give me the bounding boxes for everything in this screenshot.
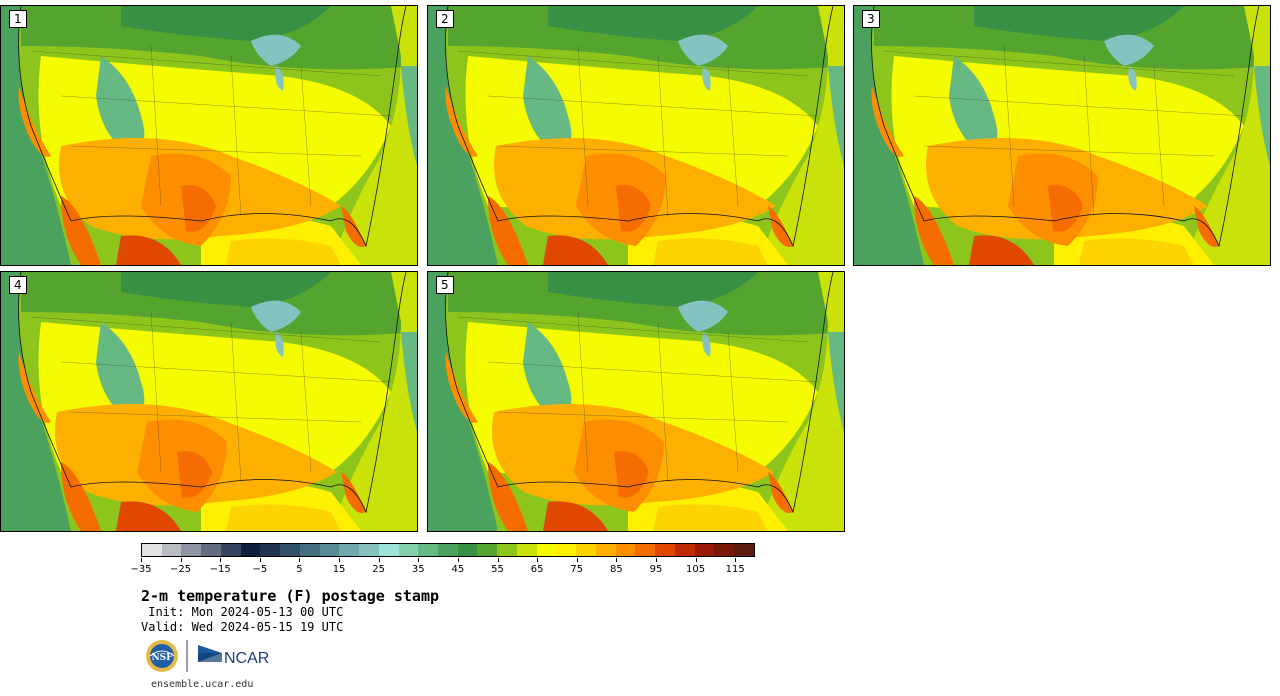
- colorbar-swatch: [359, 544, 379, 556]
- colorbar-tick-label: 25: [372, 564, 386, 575]
- colorbar-swatch: [201, 544, 221, 556]
- colorbar-tick-label: 95: [649, 564, 663, 575]
- colorbar-tick: [576, 558, 578, 562]
- colorbar-tick-label: −15: [209, 564, 231, 575]
- colorbar-tick-label: 105: [686, 564, 706, 575]
- colorbar-tick: [299, 558, 301, 562]
- colorbar-swatch: [556, 544, 577, 556]
- colorbar-tick-label: 55: [491, 564, 504, 575]
- colorbar-tick-label: 75: [570, 564, 584, 575]
- colorbar-swatch: [615, 544, 636, 556]
- nsf-logo-icon: NSF: [146, 640, 178, 672]
- colorbar-swatch: [378, 544, 399, 556]
- colorbar-tick: [418, 558, 420, 562]
- member-label-2: 2: [436, 10, 454, 28]
- colorbar-swatch: [438, 544, 458, 556]
- temperature-map-1: [1, 6, 417, 265]
- temperature-colorbar: [141, 543, 755, 557]
- colorbar-ticks: −35 −25 −15 −5 5 15 25 35 45 55 65 75 85 95 105 115: [130, 558, 755, 578]
- colorbar-tick: [735, 558, 737, 562]
- colorbar-tick-label: 115: [725, 564, 745, 575]
- colorbar-swatch: [260, 544, 281, 556]
- colorbar-swatch: [714, 544, 735, 556]
- colorbar-tick: [695, 558, 697, 562]
- colorbar-swatch: [477, 544, 498, 556]
- member-panel-3: 3: [853, 5, 1271, 266]
- colorbar-tick-label: 85: [609, 564, 623, 575]
- colorbar-swatch: [142, 544, 162, 556]
- colorbar-tick: [180, 558, 182, 562]
- colorbar-swatch: [418, 544, 439, 556]
- colorbar-swatch: [299, 544, 320, 556]
- ncar-logo-text: NCAR: [224, 650, 269, 667]
- colorbar-tick-label: −25: [170, 564, 192, 575]
- colorbar-tick: [339, 558, 341, 562]
- colorbar-tick: [616, 558, 618, 562]
- colorbar-swatch: [457, 544, 478, 556]
- member-panel-2: 2: [427, 5, 845, 266]
- init-time: Init: Mon 2024-05-13 00 UTC: [141, 605, 344, 619]
- colorbar-swatch: [220, 544, 241, 556]
- temperature-map-3: [854, 6, 1270, 265]
- colorbar-tick: [378, 558, 380, 562]
- colorbar-swatch: [339, 544, 360, 556]
- ncar-logo-icon: NCAR: [198, 645, 269, 667]
- site-url: ensemble.ucar.edu: [151, 679, 254, 690]
- colorbar-tick: [497, 558, 499, 562]
- logos: NSF NCAR: [146, 640, 269, 672]
- colorbar-swatch: [181, 544, 202, 556]
- colorbar-tick-label: 35: [411, 564, 425, 575]
- temperature-map-2: [428, 6, 844, 265]
- member-label-4: 4: [9, 276, 27, 294]
- colorbar-swatch: [536, 544, 557, 556]
- colorbar-swatch: [694, 544, 715, 556]
- temperature-map-5: [428, 272, 844, 531]
- colorbar-swatch: [655, 544, 675, 556]
- member-panel-1: 1: [0, 5, 418, 266]
- colorbar-tick-label: 5: [296, 564, 303, 575]
- colorbar-swatch: [497, 544, 517, 556]
- member-label-1: 1: [9, 10, 27, 28]
- colorbar-tick: [259, 558, 261, 562]
- member-label-5: 5: [436, 276, 454, 294]
- colorbar-swatch: [240, 544, 261, 556]
- colorbar-tick: [537, 558, 539, 562]
- colorbar-swatch: [516, 544, 537, 556]
- colorbar-swatch: [280, 544, 300, 556]
- colorbar-swatch: [161, 544, 182, 556]
- nsf-logo-text: NSF: [151, 653, 173, 663]
- colorbar-swatch: [734, 544, 754, 556]
- member-panel-5: 5: [427, 271, 845, 532]
- colorbar-tick: [457, 558, 459, 562]
- colorbar-swatch: [674, 544, 695, 556]
- member-label-3: 3: [862, 10, 880, 28]
- member-panel-4: 4: [0, 271, 418, 532]
- colorbar-tick-label: 45: [451, 564, 465, 575]
- colorbar-swatch: [319, 544, 340, 556]
- colorbar-swatch: [595, 544, 616, 556]
- colorbar-tick-label: 65: [530, 564, 544, 575]
- colorbar-tick-label: −35: [130, 564, 152, 575]
- colorbar-tick-label: −5: [252, 564, 268, 575]
- colorbar-tick: [141, 558, 142, 562]
- colorbar-tick-label: 15: [332, 564, 346, 575]
- plot-title: 2-m temperature (F) postage stamp: [141, 587, 440, 605]
- colorbar-swatch: [576, 544, 596, 556]
- valid-time: Valid: Wed 2024-05-15 19 UTC: [141, 620, 344, 634]
- colorbar-tick: [220, 558, 222, 562]
- colorbar-swatch: [398, 544, 419, 556]
- temperature-map-4: [1, 272, 417, 531]
- colorbar-swatch: [635, 544, 656, 556]
- colorbar-tick: [655, 558, 657, 562]
